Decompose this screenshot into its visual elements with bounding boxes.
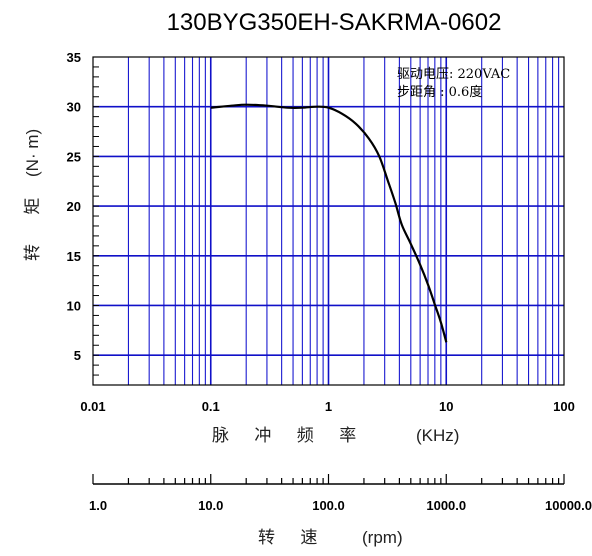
y-tick-label: 15 [67,249,81,264]
rpm-tick-labels: 1.0 10.0 100.0 1000.0 10000.0 [89,498,592,513]
y-tick-labels: 5 10 15 20 25 30 35 [67,50,81,363]
x-tick-labels: 0.01 0.1 1 10 100 [80,399,575,414]
y-tick-label: 5 [74,348,81,363]
x-axis-unit: (KHz) [416,426,459,445]
rpm-tick-label: 10000.0 [545,498,592,513]
drive-parameters-note: 驱动电压: 220VAC 步距角 : 0.6度 [397,67,510,100]
rpm-axis [92,474,565,485]
y-axis-label: 转 矩 [23,186,43,261]
x-tick-label: 10 [439,399,453,414]
y-tick-label: 20 [67,199,81,214]
plot-frame [92,56,565,386]
rpm-axis-label: 转 速 [258,528,327,548]
x-tick-label: 0.1 [202,399,220,414]
step-angle-note: 步距角 : 0.6度 [397,84,482,100]
y-axis-unit: (N· m) [23,129,42,177]
y-axis-label-group: 转 矩 (N· m) [23,129,43,261]
x-tick-label: 0.01 [80,399,105,414]
chart-title: 130BYG350EH-SAKRMA-0602 [167,9,502,36]
rpm-axis-unit: (rpm) [362,528,403,547]
x-tick-label: 1 [325,399,332,414]
curve-layer [210,103,448,343]
drive-voltage-note: 驱动电压: 220VAC [397,67,510,82]
y-tick-label: 30 [67,100,81,115]
grid-lines [93,57,564,385]
rpm-tick-label: 10.0 [198,498,223,513]
y-tick-label: 10 [67,298,81,313]
x-axis-label: 脉 冲 频 率 [212,426,366,446]
torque-curve [210,103,448,343]
rpm-tick-label: 1.0 [89,498,107,513]
y-tick-label: 35 [67,50,81,65]
rpm-tick-label: 1000.0 [426,498,466,513]
rpm-tick-label: 100.0 [312,498,345,513]
y-tick-label: 25 [67,149,81,164]
x-tick-label: 100 [553,399,575,414]
